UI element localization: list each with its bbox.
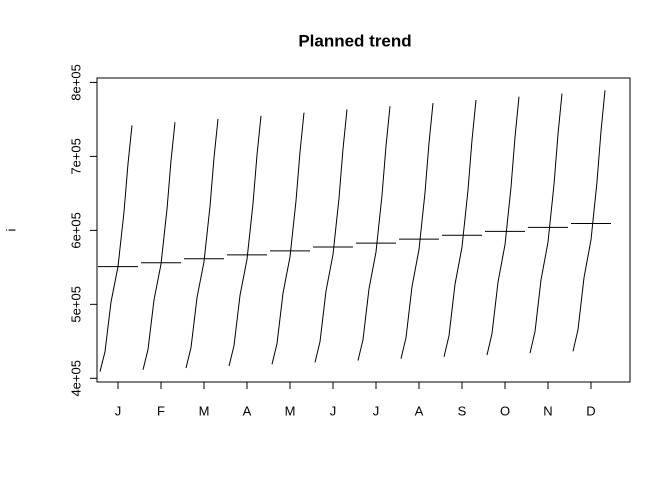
y-axis-label: i [3,228,18,231]
chart-title: Planned trend [298,31,411,50]
x-tick-label: A [243,403,252,418]
x-tick-label: M [285,403,296,418]
x-tick-label: N [543,403,552,418]
y-tick-label: 6e+05 [68,212,83,249]
x-tick-label: J [373,403,380,418]
subseries-line [572,90,606,352]
subseries-line [314,109,348,363]
subseries-line [357,106,391,361]
subseries-line [228,115,262,367]
y-tick-label: 5e+05 [68,286,83,323]
x-tick-label: A [415,403,424,418]
x-tick-label: D [586,403,595,418]
y-tick-label: 4e+05 [68,360,83,397]
x-tick-label: O [500,403,510,418]
subseries-line [400,103,434,359]
subseries-line [529,93,563,354]
x-tick-label: S [458,403,467,418]
subseries-line [443,99,477,357]
y-tick-label: 7e+05 [68,138,83,175]
subseries-line [185,118,219,369]
x-tick-label: J [330,403,337,418]
subseries-line [142,122,176,370]
x-tick-label: F [157,403,165,418]
y-tick-label: 8e+05 [68,64,83,101]
subseries-line [271,112,305,365]
subseries-line [99,125,133,372]
subseries-line [486,96,520,356]
x-tick-label: J [115,403,122,418]
x-tick-label: M [199,403,210,418]
